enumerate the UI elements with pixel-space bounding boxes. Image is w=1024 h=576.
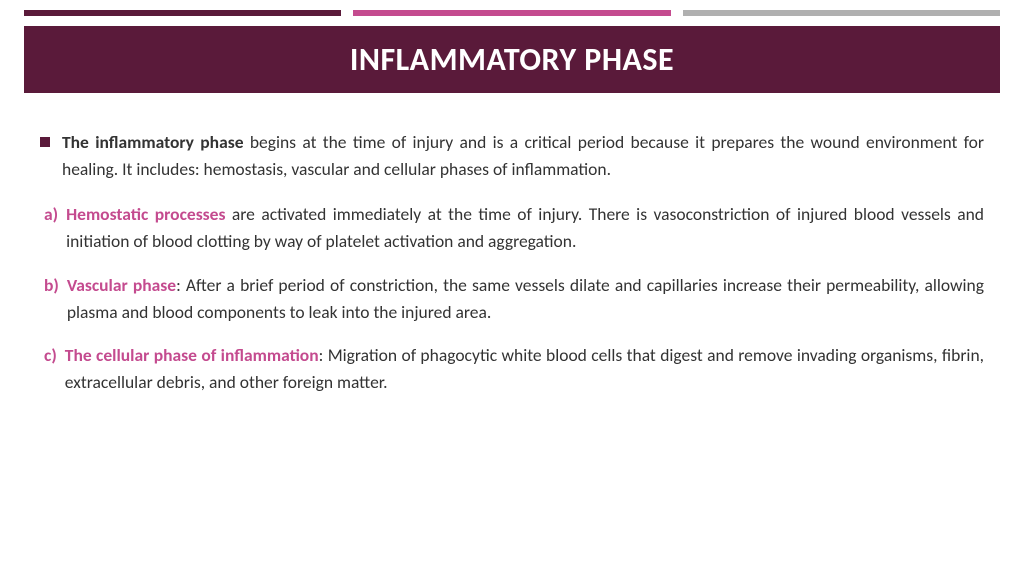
bar-gray <box>683 10 1000 16</box>
page-title: INFLAMMATORY PHASE <box>24 40 1000 79</box>
list-item: b)Vascular phase: After a brief period o… <box>40 272 984 326</box>
item-term: Vascular phase <box>67 274 176 296</box>
item-marker: a) <box>44 201 58 255</box>
content-area: The inflammatory phase begins at the tim… <box>0 93 1024 396</box>
item-marker: c) <box>44 342 57 396</box>
intro-bold: The inflammatory phase <box>62 131 244 153</box>
item-marker: b) <box>44 272 59 326</box>
list-item: a)Hemostatic processes are activated imm… <box>40 201 984 255</box>
list-item: c)The cellular phase of inflammation: Mi… <box>40 342 984 396</box>
item-body: The cellular phase of inflammation: Migr… <box>65 342 984 396</box>
item-body: Vascular phase: After a brief period of … <box>67 272 984 326</box>
decorative-top-bars <box>0 0 1024 16</box>
square-bullet-icon <box>40 137 50 147</box>
title-band: INFLAMMATORY PHASE <box>24 26 1000 93</box>
bar-dark <box>24 10 341 16</box>
bar-magenta <box>353 10 670 16</box>
intro-text: The inflammatory phase begins at the tim… <box>62 129 984 183</box>
intro-paragraph: The inflammatory phase begins at the tim… <box>40 129 984 183</box>
item-rest: : After a brief period of constriction, … <box>67 274 984 323</box>
item-term: The cellular phase of inflammation <box>65 344 319 366</box>
item-term: Hemostatic processes <box>66 203 225 225</box>
item-body: Hemostatic processes are activated immed… <box>66 201 984 255</box>
